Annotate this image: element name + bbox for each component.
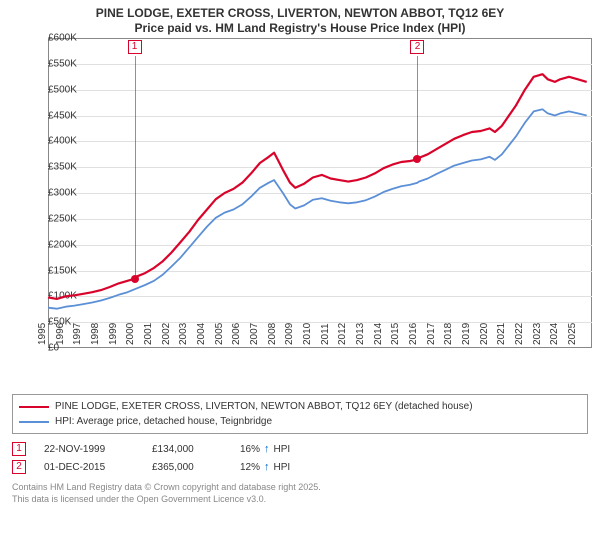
sale-marker-line <box>417 56 418 159</box>
legend-label: HPI: Average price, detached house, Teig… <box>55 414 272 429</box>
title-line-2: Price paid vs. HM Land Registry's House … <box>8 21 592 36</box>
arrow-up-icon: ↑ <box>264 443 270 455</box>
chart-title: PINE LODGE, EXETER CROSS, LIVERTON, NEWT… <box>0 0 600 38</box>
chart-lines <box>8 38 592 348</box>
sale-marker-dot <box>131 275 139 283</box>
sale-marker-line <box>135 56 136 279</box>
sale-event-delta: 16%↑HPI <box>240 443 290 455</box>
credits: Contains HM Land Registry data © Crown c… <box>12 482 588 505</box>
sale-event-row: 1 22-NOV-1999 £134,000 16%↑HPI <box>12 440 588 458</box>
sale-marker-index: 2 <box>410 40 424 54</box>
sale-event-price: £365,000 <box>152 462 222 473</box>
sale-event-price: £134,000 <box>152 444 222 455</box>
sale-event-index: 2 <box>12 460 26 474</box>
series-line <box>48 74 587 299</box>
credits-line-1: Contains HM Land Registry data © Crown c… <box>12 482 588 494</box>
title-line-1: PINE LODGE, EXETER CROSS, LIVERTON, NEWT… <box>8 6 592 21</box>
sale-event-date: 01-DEC-2015 <box>44 462 134 473</box>
sale-event-date: 22-NOV-1999 <box>44 444 134 455</box>
sale-marker-index: 1 <box>128 40 142 54</box>
legend-item: PINE LODGE, EXETER CROSS, LIVERTON, NEWT… <box>19 399 581 414</box>
chart-legend: PINE LODGE, EXETER CROSS, LIVERTON, NEWT… <box>12 394 588 434</box>
credits-line-2: This data is licensed under the Open Gov… <box>12 494 588 506</box>
arrow-up-icon: ↑ <box>264 461 270 473</box>
sale-events-table: 1 22-NOV-1999 £134,000 16%↑HPI 2 01-DEC-2015 £… <box>12 440 588 476</box>
legend-swatch <box>19 406 49 408</box>
sale-marker-dot <box>413 155 421 163</box>
series-line <box>48 109 587 308</box>
legend-label: PINE LODGE, EXETER CROSS, LIVERTON, NEWT… <box>55 399 473 414</box>
price-chart: £0£50K£100K£150K£200K£250K£300K£350K£400… <box>8 38 592 388</box>
sale-event-index: 1 <box>12 442 26 456</box>
legend-item: HPI: Average price, detached house, Teig… <box>19 414 581 429</box>
sale-event-row: 2 01-DEC-2015 £365,000 12%↑HPI <box>12 458 588 476</box>
legend-swatch <box>19 421 49 423</box>
sale-event-delta: 12%↑HPI <box>240 461 290 473</box>
